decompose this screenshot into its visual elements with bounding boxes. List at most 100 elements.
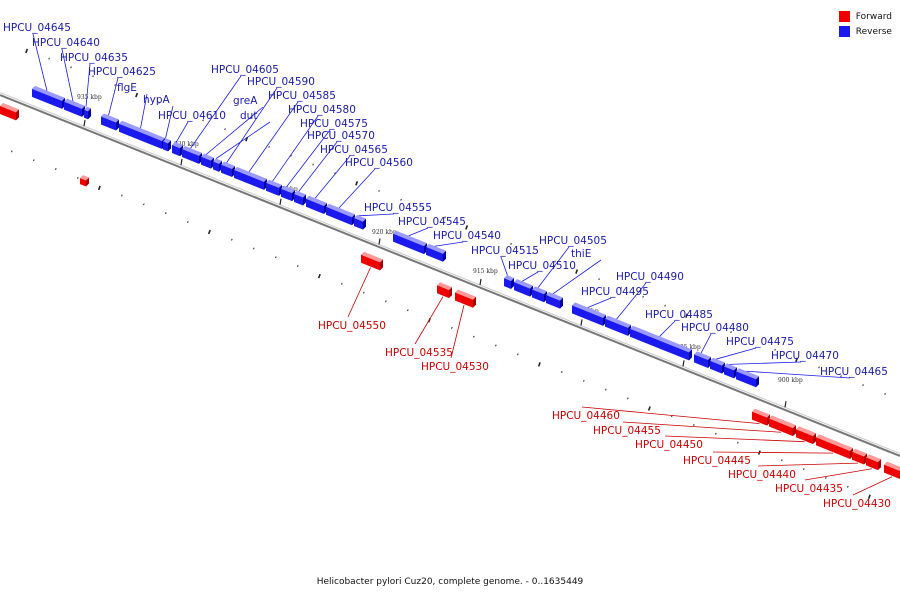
reverse-gene-label: HPCU_04645 [3,22,71,34]
reverse-gene-block [294,190,306,206]
gene-top [266,179,282,188]
gene-top [866,454,881,463]
gene-face [281,188,292,202]
forward-gene-block [796,426,816,445]
gene-face [32,88,62,109]
tick-mark-upper [598,278,600,281]
scale-tick-label: 920 kbp [372,229,397,236]
tick-mark-lower [275,256,277,259]
reverse-gene-block [514,279,533,297]
forward-gene-block [866,454,881,471]
tick-mark-lower [341,282,343,285]
tick-mark-lower [605,388,607,391]
gene-top [736,368,759,380]
tick-mark-lower [407,309,409,312]
gene-face [769,418,793,437]
scale-tick [180,158,183,166]
gene-face [630,328,689,361]
reverse-leader [338,168,376,209]
axis-highlight [0,91,900,455]
tick-mark-lower [647,406,651,411]
gene-face [84,109,88,120]
reverse-gene-label: HPCU_04490 [616,271,684,283]
map-caption: Helicobacter pylori Cuz20, complete geno… [316,577,584,587]
tick-mark-upper [224,128,226,131]
tick-mark-upper [840,375,842,378]
gene-face [163,141,168,152]
scale-tick [83,119,86,127]
tick-mark-lower [737,441,739,444]
gene-face [866,457,878,471]
tick-mark-lower [451,326,453,329]
tick-mark-upper [158,101,160,104]
reverse-gene-label: HPCU_04605 [211,64,279,76]
forward-gene-label: HPCU_04550 [318,320,386,332]
reverse-gene-block [172,141,183,157]
reverse-leader [215,121,271,159]
forward-leader [712,451,834,454]
gene-top [182,146,202,156]
tick-mark-lower [363,291,365,294]
reverse-gene-block [281,185,295,202]
gene-side [116,119,119,131]
scale-tick [479,278,482,286]
reverse-gene-block [572,302,606,326]
tick-mark-lower [867,494,871,500]
tick-mark-lower [537,362,541,367]
reverse-leader [537,246,570,289]
forward-leader [622,421,782,433]
gene-top [532,286,547,295]
scale-tick-label: 930 kbp [174,141,199,148]
reverse-gene-block [306,195,327,214]
gene-top [101,113,119,123]
gene-top [32,85,65,101]
reverse-leader [745,370,851,379]
reverse-gene-block [213,158,222,172]
gene-face [326,206,352,226]
tick-mark-lower [165,212,167,215]
reverse-gene-label: HPCU_04565 [320,144,388,156]
gene-face [710,360,722,374]
gene-top [724,363,737,371]
tick-mark-upper [708,322,710,325]
gene-face [182,149,199,164]
reverse-gene-label: HPCU_04640 [32,37,100,49]
forward-gene-label: HPCU_04455 [593,425,661,437]
gene-face [266,182,279,196]
reverse-gene-label: HPCU_04495 [581,286,649,298]
tick-mark-upper [70,66,72,69]
reverse-gene-block [710,357,725,374]
legend: Forward Reverse [838,9,892,39]
scale-tick [682,360,685,367]
reverse-leader [715,347,757,360]
forward-gene-block-edge [0,103,19,121]
scale-tick-label: 935 kbp [77,94,102,101]
gene-top [710,357,725,366]
gene-top [234,166,267,182]
gene-face [455,292,473,308]
reverse-leader [190,75,242,149]
tick-mark-upper [312,163,314,166]
reverse-leader [286,129,331,188]
reverse-gene-block [84,106,91,120]
gene-face [213,161,219,172]
gene-top [816,434,853,451]
tick-mark-upper [532,251,534,254]
tick-mark-lower [561,371,563,373]
reverse-gene-label: HPCU_04545 [398,216,466,228]
reverse-leader [659,320,676,337]
forward-gene-block [752,408,770,426]
gene-face [796,429,813,445]
scale-tick [378,238,381,245]
gene-top [752,408,770,418]
reverse-gene-label: HPCU_04560 [345,157,413,169]
gene-top [0,103,19,113]
forward-gene-block [769,415,796,437]
forward-gene-label: HPCU_04460 [552,410,620,422]
reverse-leader [408,227,429,237]
reverse-gene-block [266,179,282,196]
tick-mark-lower [715,432,717,435]
gene-top [361,251,383,263]
tick-mark-upper [884,392,886,395]
reverse-leader [700,333,712,354]
